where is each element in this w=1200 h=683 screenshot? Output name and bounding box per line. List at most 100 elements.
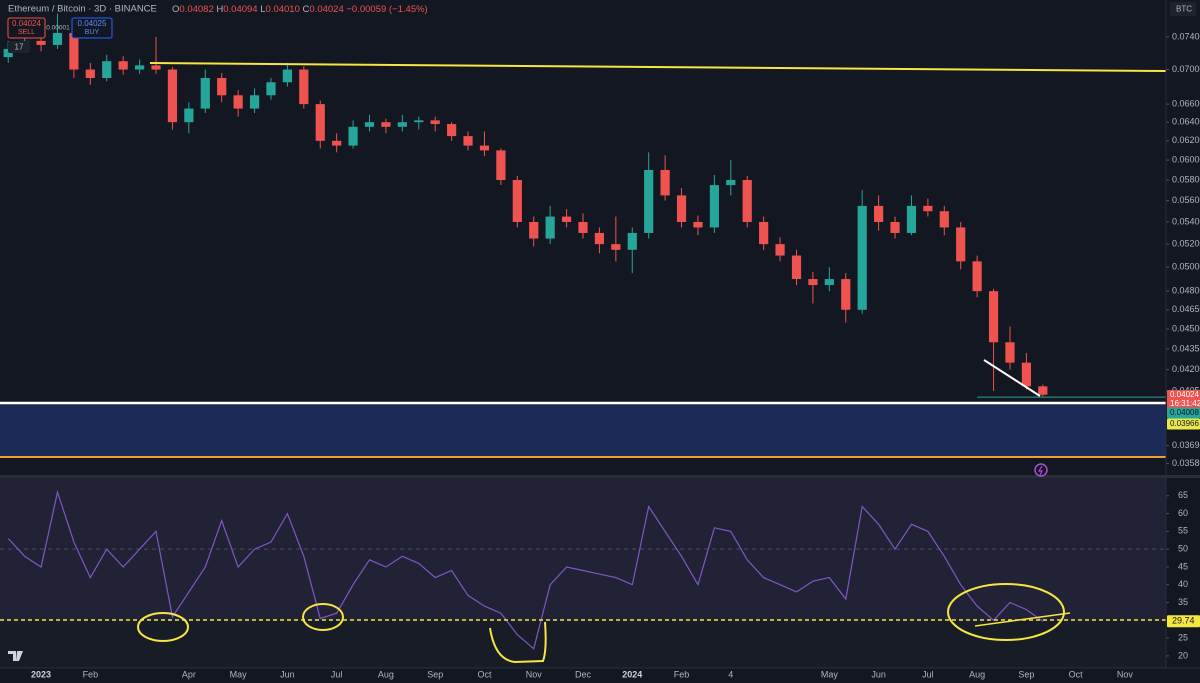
candle-body [791, 255, 802, 280]
x-tick-label: Dec [575, 669, 592, 679]
candle-body [414, 120, 424, 123]
candle-body [759, 221, 769, 245]
countdown: 16:31:42 [1170, 399, 1200, 408]
rsi-pane [0, 478, 1166, 668]
x-tick-label: Feb [83, 669, 99, 679]
event-icon-bolt [1037, 465, 1043, 476]
symbol: Ethereum / Bitcoin · 3D · BINANCE [8, 4, 157, 15]
candle-body [693, 221, 703, 228]
candle-body [233, 95, 243, 109]
ohlc-value: 0.04024 [309, 4, 343, 15]
y-tick-label: 50 [1178, 544, 1188, 554]
x-tick-label: Aug [969, 669, 985, 679]
x-tick-label: Apr [182, 669, 196, 679]
candle-body [430, 120, 440, 125]
x-tick-label: Nov [1117, 669, 1134, 679]
x-tick-label: May [230, 669, 248, 679]
x-tick-label: Oct [1069, 669, 1084, 679]
ohlc-value: 0.04010 [266, 4, 300, 15]
trendline [983, 359, 1041, 397]
x-tick-label: Jul [331, 669, 343, 679]
trendline [149, 62, 1167, 72]
ohlc-label: O [172, 4, 179, 15]
badge[interactable] [8, 41, 30, 53]
candle-body [956, 227, 966, 262]
rsi-pane-content [0, 478, 1169, 657]
candle-body [611, 244, 621, 250]
y-tick-label: 20 [1178, 650, 1188, 660]
highlight [302, 603, 344, 631]
candle-body [332, 140, 342, 146]
candle-body [578, 221, 588, 233]
ohlc-label: C [303, 4, 310, 15]
event-icon[interactable] [1034, 463, 1048, 477]
zone-box [0, 403, 1166, 457]
x-tick-label: Jun [871, 669, 886, 679]
x-tick-label: Sep [427, 669, 443, 679]
x-tick-label: Jul [922, 669, 934, 679]
y-tick-label: 65 [1178, 490, 1188, 500]
candle-body [1021, 362, 1032, 387]
candle-body [808, 279, 818, 286]
candle-body [151, 65, 161, 70]
y-tick-label: 0.03580 [1172, 458, 1200, 468]
buy-button[interactable]: 0.04025 BUY [71, 17, 113, 39]
candle-body [397, 122, 407, 127]
price-pane [3, 13, 1169, 464]
candle-body [594, 232, 605, 245]
buy-price: 0.04025 [78, 19, 107, 28]
ohlc: O0.04082 H0.04094 L0.04010 C0.04024 −0.0… [172, 4, 428, 15]
x-tick-label: Oct [477, 669, 492, 679]
candle-body [282, 69, 292, 83]
y-tick-label: 55 [1178, 526, 1188, 536]
x-tick-label: 2023 [31, 669, 51, 679]
ohlc-label: H [216, 4, 223, 15]
candle-body [69, 32, 79, 70]
spread: 0.00001 [46, 25, 70, 32]
candle-body [102, 61, 112, 79]
candle-body [299, 69, 309, 105]
candle-body [660, 169, 670, 196]
highlight [947, 583, 1065, 641]
currency-box[interactable] [1170, 2, 1196, 16]
last-price: 0.04024 [1170, 390, 1199, 399]
badge-text: 17 [15, 43, 24, 52]
candle-body [3, 48, 13, 58]
candle-body [939, 211, 949, 228]
candle-body [857, 205, 867, 310]
sell-button[interactable]: 0.04024 SELL [7, 17, 46, 39]
candle-body [561, 216, 572, 222]
candle-body [167, 69, 178, 123]
y-tick-label: 40 [1178, 579, 1188, 589]
level-label: 0.04008 [1170, 408, 1199, 417]
level-tag [1167, 418, 1200, 430]
last-value-tag [1167, 615, 1200, 628]
candle-body [676, 195, 687, 222]
trendline [974, 612, 1071, 627]
candle-body [200, 78, 210, 109]
candle-body [1005, 342, 1015, 363]
candle-body [217, 78, 227, 96]
y-tick-label: 25 [1178, 632, 1188, 642]
candle-body [381, 122, 391, 127]
buy-label: BUY [85, 29, 100, 36]
y-tick-label: 45 [1178, 561, 1188, 571]
candle-body [644, 169, 654, 233]
highlight [137, 612, 189, 642]
sell-label: SELL [18, 29, 35, 36]
x-tick-label: Sep [1018, 669, 1034, 679]
ohlc-label: L [260, 4, 265, 15]
sell-price: 0.04024 [12, 19, 41, 28]
candle-body [627, 232, 637, 250]
